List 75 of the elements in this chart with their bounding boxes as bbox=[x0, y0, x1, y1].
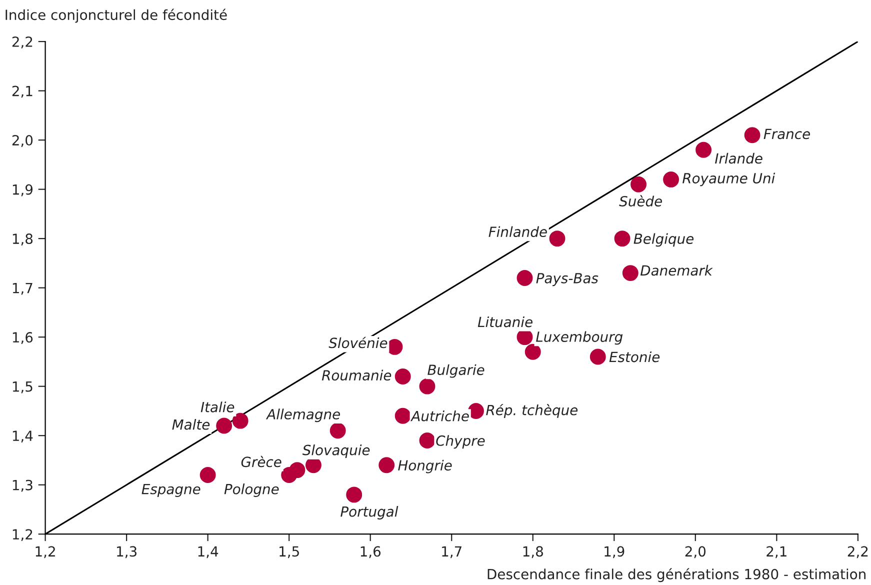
x-tick-label: 1,8 bbox=[523, 546, 543, 558]
annotation: Danemark bbox=[640, 264, 713, 276]
annotation: Irlande bbox=[715, 152, 762, 164]
annotation: Suède bbox=[619, 195, 662, 206]
x-tick-label: 1,4 bbox=[198, 546, 218, 558]
annotation: Luxembourg bbox=[536, 331, 623, 345]
annotation: Roumanie bbox=[322, 370, 392, 381]
y-tick-label: 1,5 bbox=[12, 381, 32, 394]
annotation: Bulgarie bbox=[428, 364, 484, 378]
point bbox=[663, 171, 680, 188]
x-tick-label: 1,6 bbox=[360, 546, 381, 558]
point bbox=[614, 230, 630, 247]
annotation: Pologne bbox=[224, 484, 279, 497]
x-tick-label: 1,7 bbox=[442, 546, 462, 558]
point bbox=[524, 344, 541, 360]
annotation: Chypre bbox=[436, 435, 485, 449]
y-tick-label: 1,3 bbox=[12, 480, 32, 492]
point bbox=[516, 329, 533, 346]
annotation: Autriche bbox=[410, 410, 469, 422]
y-tick-label: 1,9 bbox=[12, 184, 33, 196]
y-tick-label: 2,2 bbox=[12, 36, 32, 48]
x-tick-label: 2,2 bbox=[848, 546, 868, 558]
annotation: Pays-Bas bbox=[536, 273, 598, 286]
y-tick-label: 1,4 bbox=[12, 430, 33, 442]
x-tick-label: 1,3 bbox=[117, 546, 136, 558]
annotation: Royaume Uni bbox=[682, 172, 776, 186]
point bbox=[744, 127, 760, 144]
point bbox=[622, 265, 638, 282]
annotation: Malte bbox=[172, 419, 210, 430]
annotation: Espagne bbox=[142, 484, 200, 497]
x-tick-label: 1,2 bbox=[36, 546, 55, 558]
annotation: Portugal bbox=[340, 506, 398, 520]
point bbox=[200, 467, 216, 483]
point bbox=[419, 378, 436, 394]
y-axis-title: Indice conjoncturel de fécondité bbox=[6, 8, 227, 23]
x-axis-title: Descendance finale des générations 1980 - estimation bbox=[488, 568, 866, 582]
point bbox=[305, 457, 322, 474]
y-tick-label: 1,7 bbox=[12, 282, 32, 295]
point bbox=[232, 412, 248, 429]
point bbox=[346, 486, 362, 503]
annotation: France bbox=[764, 128, 810, 140]
annotation: Belgique bbox=[634, 233, 694, 247]
y-tick-label: 1,6 bbox=[12, 332, 33, 344]
x-tick-label: 1,9 bbox=[604, 546, 624, 558]
x-tick-label: 1,5 bbox=[280, 546, 299, 558]
annotation: Hongrie bbox=[398, 460, 452, 474]
point bbox=[378, 457, 395, 474]
annotation: Estonie bbox=[609, 351, 660, 362]
annotation: Slovénie bbox=[328, 336, 388, 348]
y-tick-label: 1,2 bbox=[12, 529, 32, 541]
point bbox=[216, 418, 232, 434]
point bbox=[630, 176, 646, 192]
point bbox=[549, 230, 566, 247]
annotation: Rép. tchèque bbox=[486, 404, 578, 418]
point bbox=[419, 432, 436, 448]
x-tick-label: 2,0 bbox=[685, 546, 706, 558]
annotation: Slovaquie bbox=[302, 444, 370, 458]
point bbox=[516, 270, 533, 286]
annotation: Lituanie bbox=[478, 316, 532, 328]
annotation: Grèce bbox=[241, 456, 282, 468]
point bbox=[386, 338, 403, 355]
y-tick-label: 2,0 bbox=[12, 135, 33, 147]
point bbox=[330, 422, 346, 439]
point bbox=[468, 402, 484, 419]
x-tick-label: 2,1 bbox=[766, 546, 786, 558]
point bbox=[281, 467, 298, 483]
point bbox=[696, 142, 712, 158]
y-tick-label: 1,8 bbox=[12, 234, 33, 246]
annotation: Allemagne bbox=[266, 408, 340, 422]
annotation: Italie bbox=[200, 402, 234, 412]
point bbox=[394, 368, 411, 384]
point bbox=[590, 348, 606, 365]
annotation: Finlande bbox=[488, 226, 547, 238]
y-tick-label: 2,1 bbox=[12, 86, 32, 98]
point bbox=[394, 408, 411, 424]
